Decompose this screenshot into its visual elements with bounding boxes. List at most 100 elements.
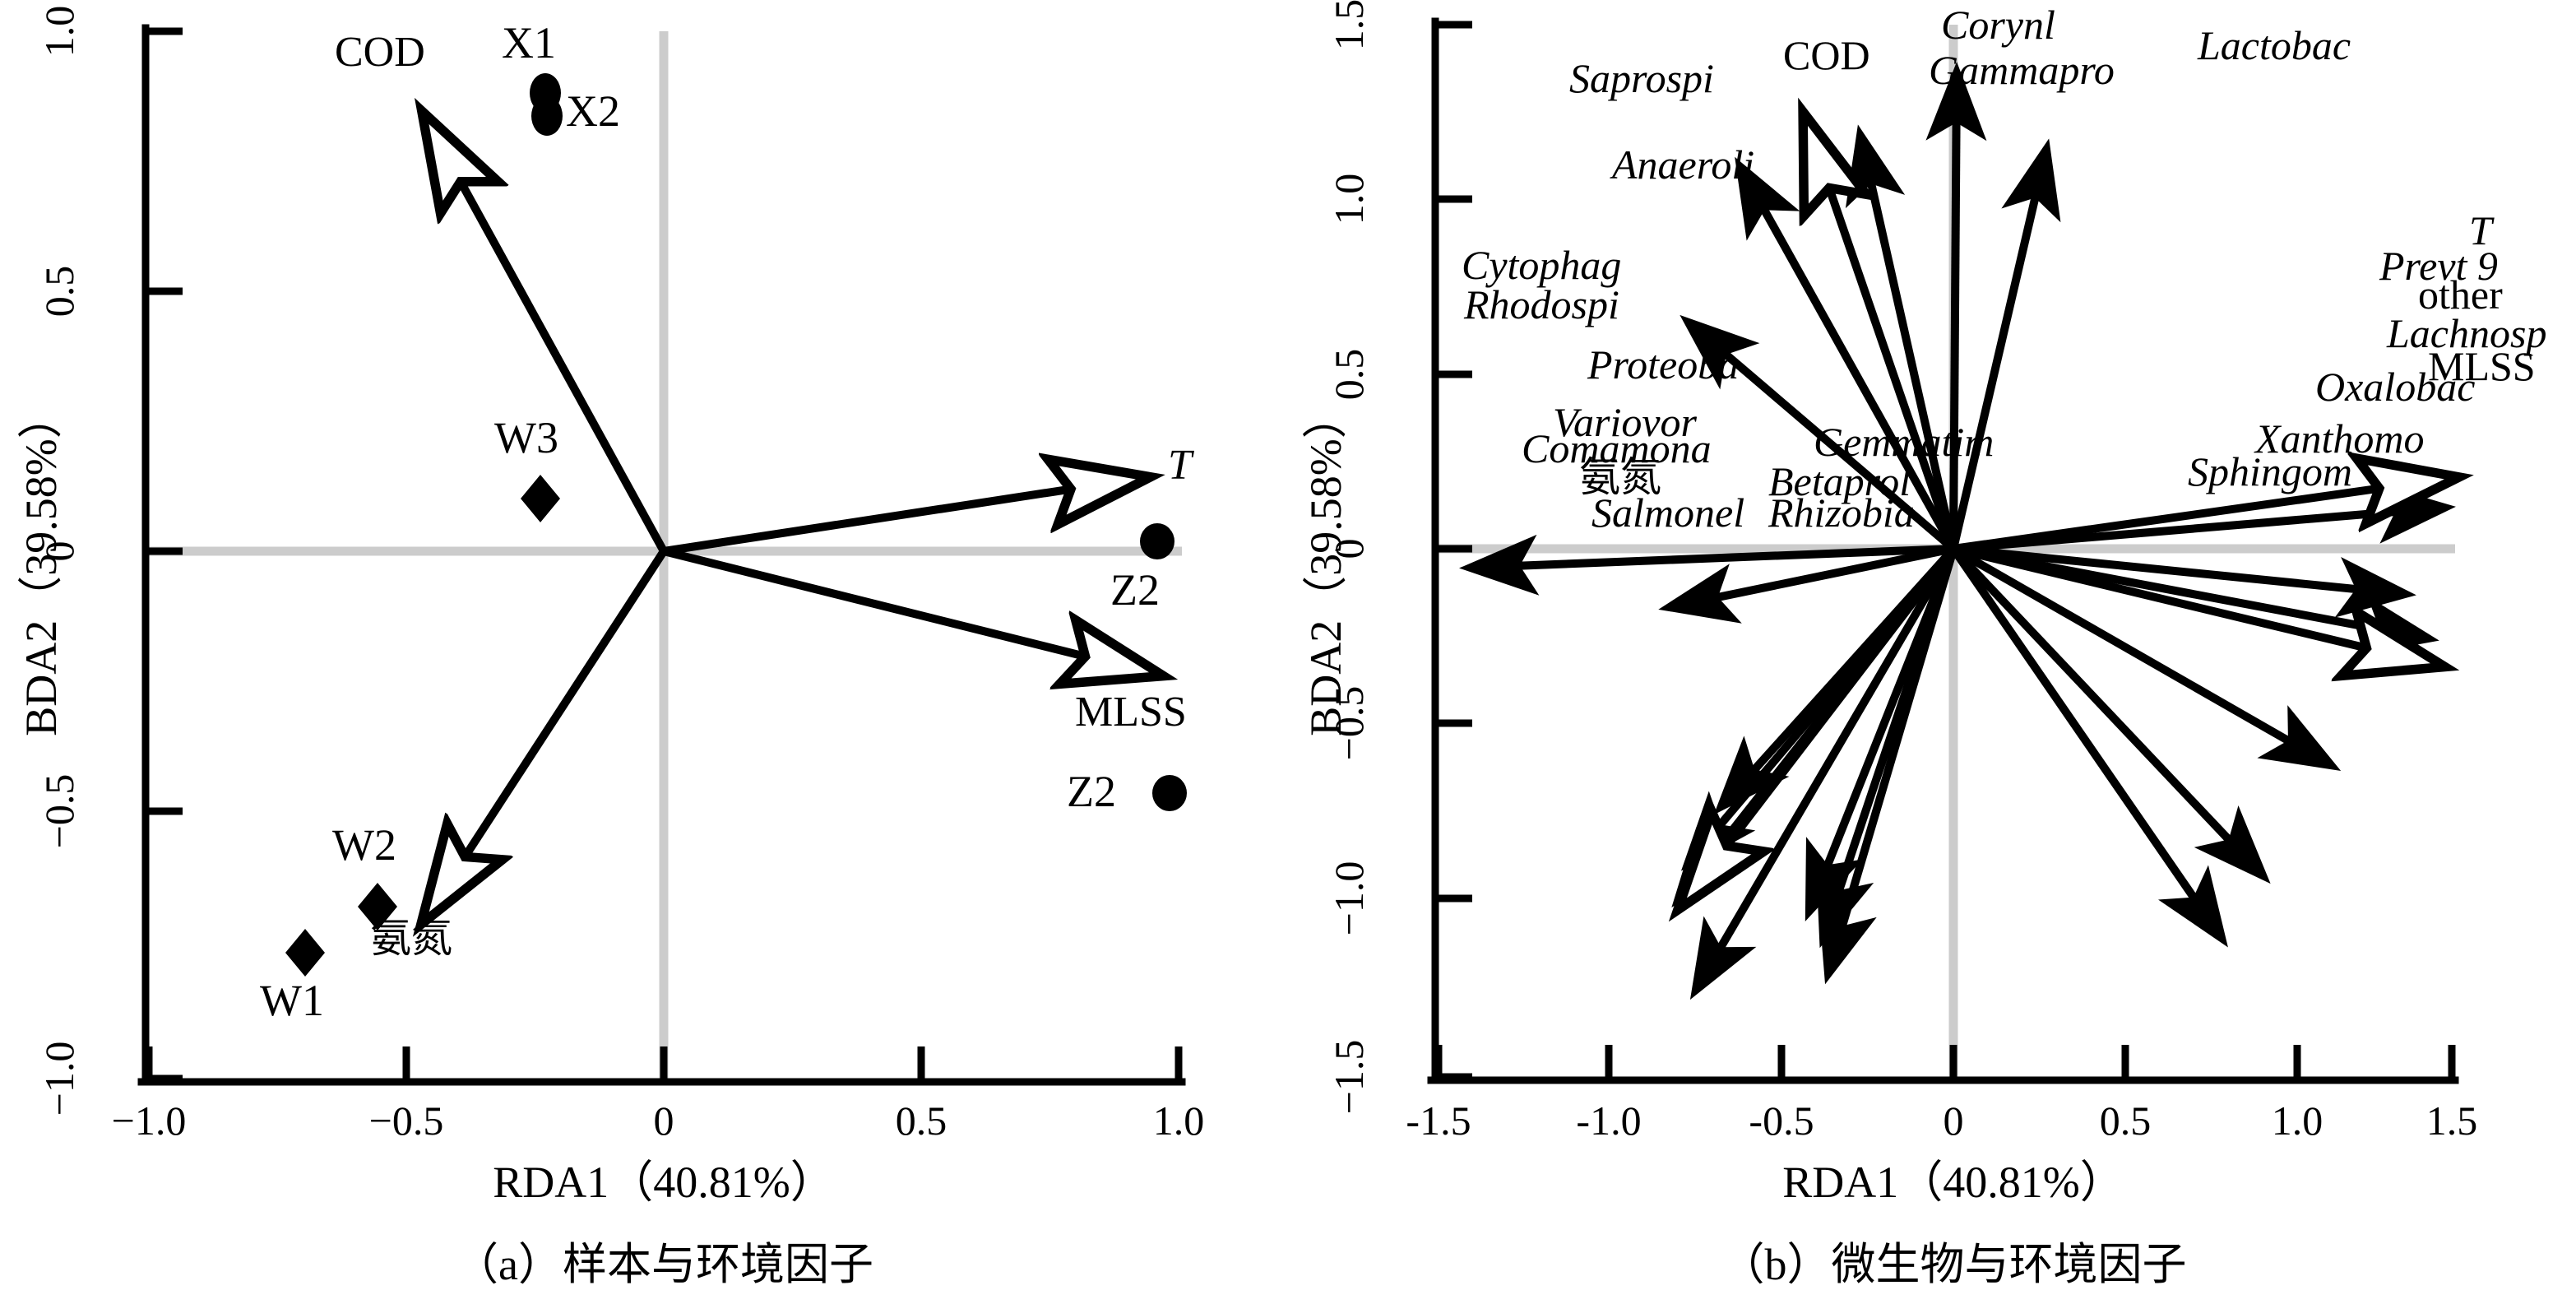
label-rhodospi-text: Rhodospi — [1464, 281, 1619, 327]
panel-a-y-tick-2-text: 0.5 — [36, 265, 82, 318]
panel-b-y-tick-1: 1.5 — [1326, 0, 1372, 74]
panel-a-y-ticks — [146, 27, 183, 1083]
vector-sphingom — [1949, 546, 2228, 948]
label-lactobac-text: Lactobac — [2198, 22, 2351, 68]
panel-a-env-vectors — [428, 122, 1151, 914]
label-cytophag: Cytophag — [1462, 244, 1621, 285]
label-vector-t: T — [1168, 444, 1192, 487]
panel-a-x-tick-3-text: 0 — [653, 1097, 674, 1144]
panel-b-x-axis-title-text: RDA1（40.81%） — [1782, 1158, 2124, 1207]
panel-a-caption: （a）样本与环境因子 — [417, 1242, 910, 1287]
vector-rhizobia — [1818, 548, 1957, 985]
vector-mlss — [1952, 545, 2433, 664]
label-vector-mlss-text: MLSS — [2428, 343, 2536, 389]
vector-cytophag — [1459, 534, 1954, 596]
label-xanthomo: Xanthomo — [2255, 418, 2425, 459]
vector-anaeroli — [1679, 314, 1957, 552]
panel-a-y-tick-4-text: −0.5 — [36, 773, 82, 849]
vector-ammonia-nitrogen — [1685, 546, 1957, 900]
label-oxalobac: Oxalobac — [2315, 366, 2475, 407]
panel-b-caption: （b）微生物与环境因子 — [1674, 1242, 2233, 1287]
panel-b-canvas — [1427, 17, 2576, 1084]
panel-a-x-tick-5: 1.0 — [1096, 1100, 1261, 1141]
panel-b-y-tick-3-text: 0.5 — [1326, 348, 1372, 401]
panel-b-caption-text: （b）微生物与环境因子 — [1720, 1240, 2187, 1289]
vector-t — [1953, 479, 2447, 553]
panel-b-x-tick-7: 1.5 — [2370, 1100, 2534, 1141]
label-salmonel-text: Salmonel — [1591, 490, 1745, 536]
panel-b-x-tick-3-text: -0.5 — [1749, 1097, 1814, 1144]
panel-b-x-axis-title: RDA1（40.81%） — [1698, 1160, 2208, 1204]
label-sphingom: Sphingom — [2188, 451, 2352, 492]
marker-w1 — [285, 929, 325, 977]
panel-a-y-tick-3-text: 0 — [36, 541, 82, 562]
label-vector-cod: COD — [1783, 35, 1870, 76]
panel-a-sample-points — [285, 73, 1187, 977]
label-other: other — [2418, 274, 2503, 315]
label-sphingom-text: Sphingom — [2188, 448, 2352, 494]
label-anaeroli-text: Anaeroli — [1612, 142, 1755, 188]
label-betaprol: Betaprol — [1768, 461, 1911, 502]
panel-a-x-tick-1-text: −1.0 — [111, 1097, 187, 1144]
label-vector-cod: COD — [335, 31, 425, 74]
vector-oxalobac — [1951, 545, 2342, 771]
vector-other — [1953, 545, 2416, 618]
label-lachnosp: Lachnosp — [2387, 313, 2546, 354]
label-vector-mlss: MLSS — [1075, 691, 1187, 734]
label-z2-upper: Z2 — [1110, 568, 1160, 612]
vector-xanthomo — [1950, 545, 2271, 884]
label-w1: W1 — [260, 978, 324, 1023]
panel-b-y-tick-2-text: 1.0 — [1326, 173, 1372, 225]
panel-a-y-tick-3: 0 — [36, 502, 82, 601]
vector-saprospi — [1735, 156, 1957, 551]
label-proteoba-text: Proteoba — [1587, 341, 1740, 387]
label-vector-cod-text: COD — [1783, 32, 1870, 78]
panel-b-x-tick-6-text: 1.0 — [2271, 1097, 2323, 1144]
vector-cod — [1807, 123, 1957, 550]
panel-b-x-tick-1-text: -1.5 — [1406, 1097, 1471, 1144]
vector-cod — [428, 122, 668, 554]
panel-b-env-vectors — [1685, 123, 2447, 900]
label-w2-text: W2 — [332, 820, 396, 870]
label-vector-t-text: T — [1168, 442, 1192, 489]
label-corynl: Corynl — [1941, 4, 2055, 45]
panel-b-y-tick-6-text: −1.0 — [1326, 861, 1372, 936]
panel-b-x-tick-1: -1.5 — [1356, 1100, 1521, 1141]
panel-a-caption-text: （a）样本与环境因子 — [454, 1240, 873, 1289]
panel-a-y-tick-4: −0.5 — [36, 749, 82, 873]
label-saprospi: Saprospi — [1569, 58, 1714, 99]
label-lachnosp-text: Lachnosp — [2387, 310, 2547, 356]
panel-a-x-axis-title: RDA1（40.81%） — [417, 1160, 910, 1204]
label-z2-lower: Z2 — [1067, 769, 1116, 814]
label-vector-cod-text: COD — [335, 29, 425, 76]
panel-b-y-ticks — [1435, 21, 1472, 1081]
panel-b-x-tick-5: 0.5 — [2043, 1100, 2208, 1141]
panel-a-x-tick-5-text: 1.0 — [1152, 1097, 1205, 1144]
panel-b-y-tick-5-text: −0.5 — [1326, 685, 1372, 761]
label-prevt9-text: Prevt 9 — [2379, 243, 2498, 289]
panel-a-x-tick-4: 0.5 — [839, 1100, 1003, 1141]
label-oxalobac-text: Oxalobac — [2315, 364, 2476, 410]
label-vector-ammonia-nitrogen-text: 氨氮 — [1579, 453, 1661, 501]
label-z2-lower-text: Z2 — [1067, 767, 1116, 816]
panel-b-x-tick-2: -1.0 — [1527, 1100, 1691, 1141]
label-comamona: Comamona — [1522, 428, 1712, 469]
panel-b-x-tick-6: 1.0 — [2215, 1100, 2379, 1141]
label-cytophag-text: Cytophag — [1462, 242, 1622, 288]
label-variovor: Variovor — [1553, 401, 1697, 443]
panel-a-y-tick-1: 1.0 — [36, 0, 82, 81]
label-rhodospi: Rhodospi — [1464, 284, 1619, 325]
label-w2: W2 — [332, 823, 396, 867]
panel-b-x-tick-7-text: 1.5 — [2425, 1097, 2478, 1144]
marker-z2-upper — [1140, 523, 1174, 559]
panel-b-x-tick-5-text: 0.5 — [2099, 1097, 2152, 1144]
label-vector-mlss-text: MLSS — [1075, 689, 1187, 736]
panel-a-x-tick-3: 0 — [581, 1100, 746, 1141]
label-proteoba: Proteoba — [1587, 344, 1739, 385]
label-other-text: other — [2418, 271, 2503, 318]
panel-b-y-tick-4-text: 0 — [1326, 538, 1372, 559]
panel-b: BDA2（39.58%） 1.5 1.0 0.5 0 −0.5 −1.0 −1.… — [1283, 0, 2576, 1304]
panel-b-x-tick-2-text: -1.0 — [1576, 1097, 1642, 1144]
label-comamona-text: Comamona — [1522, 425, 1712, 471]
